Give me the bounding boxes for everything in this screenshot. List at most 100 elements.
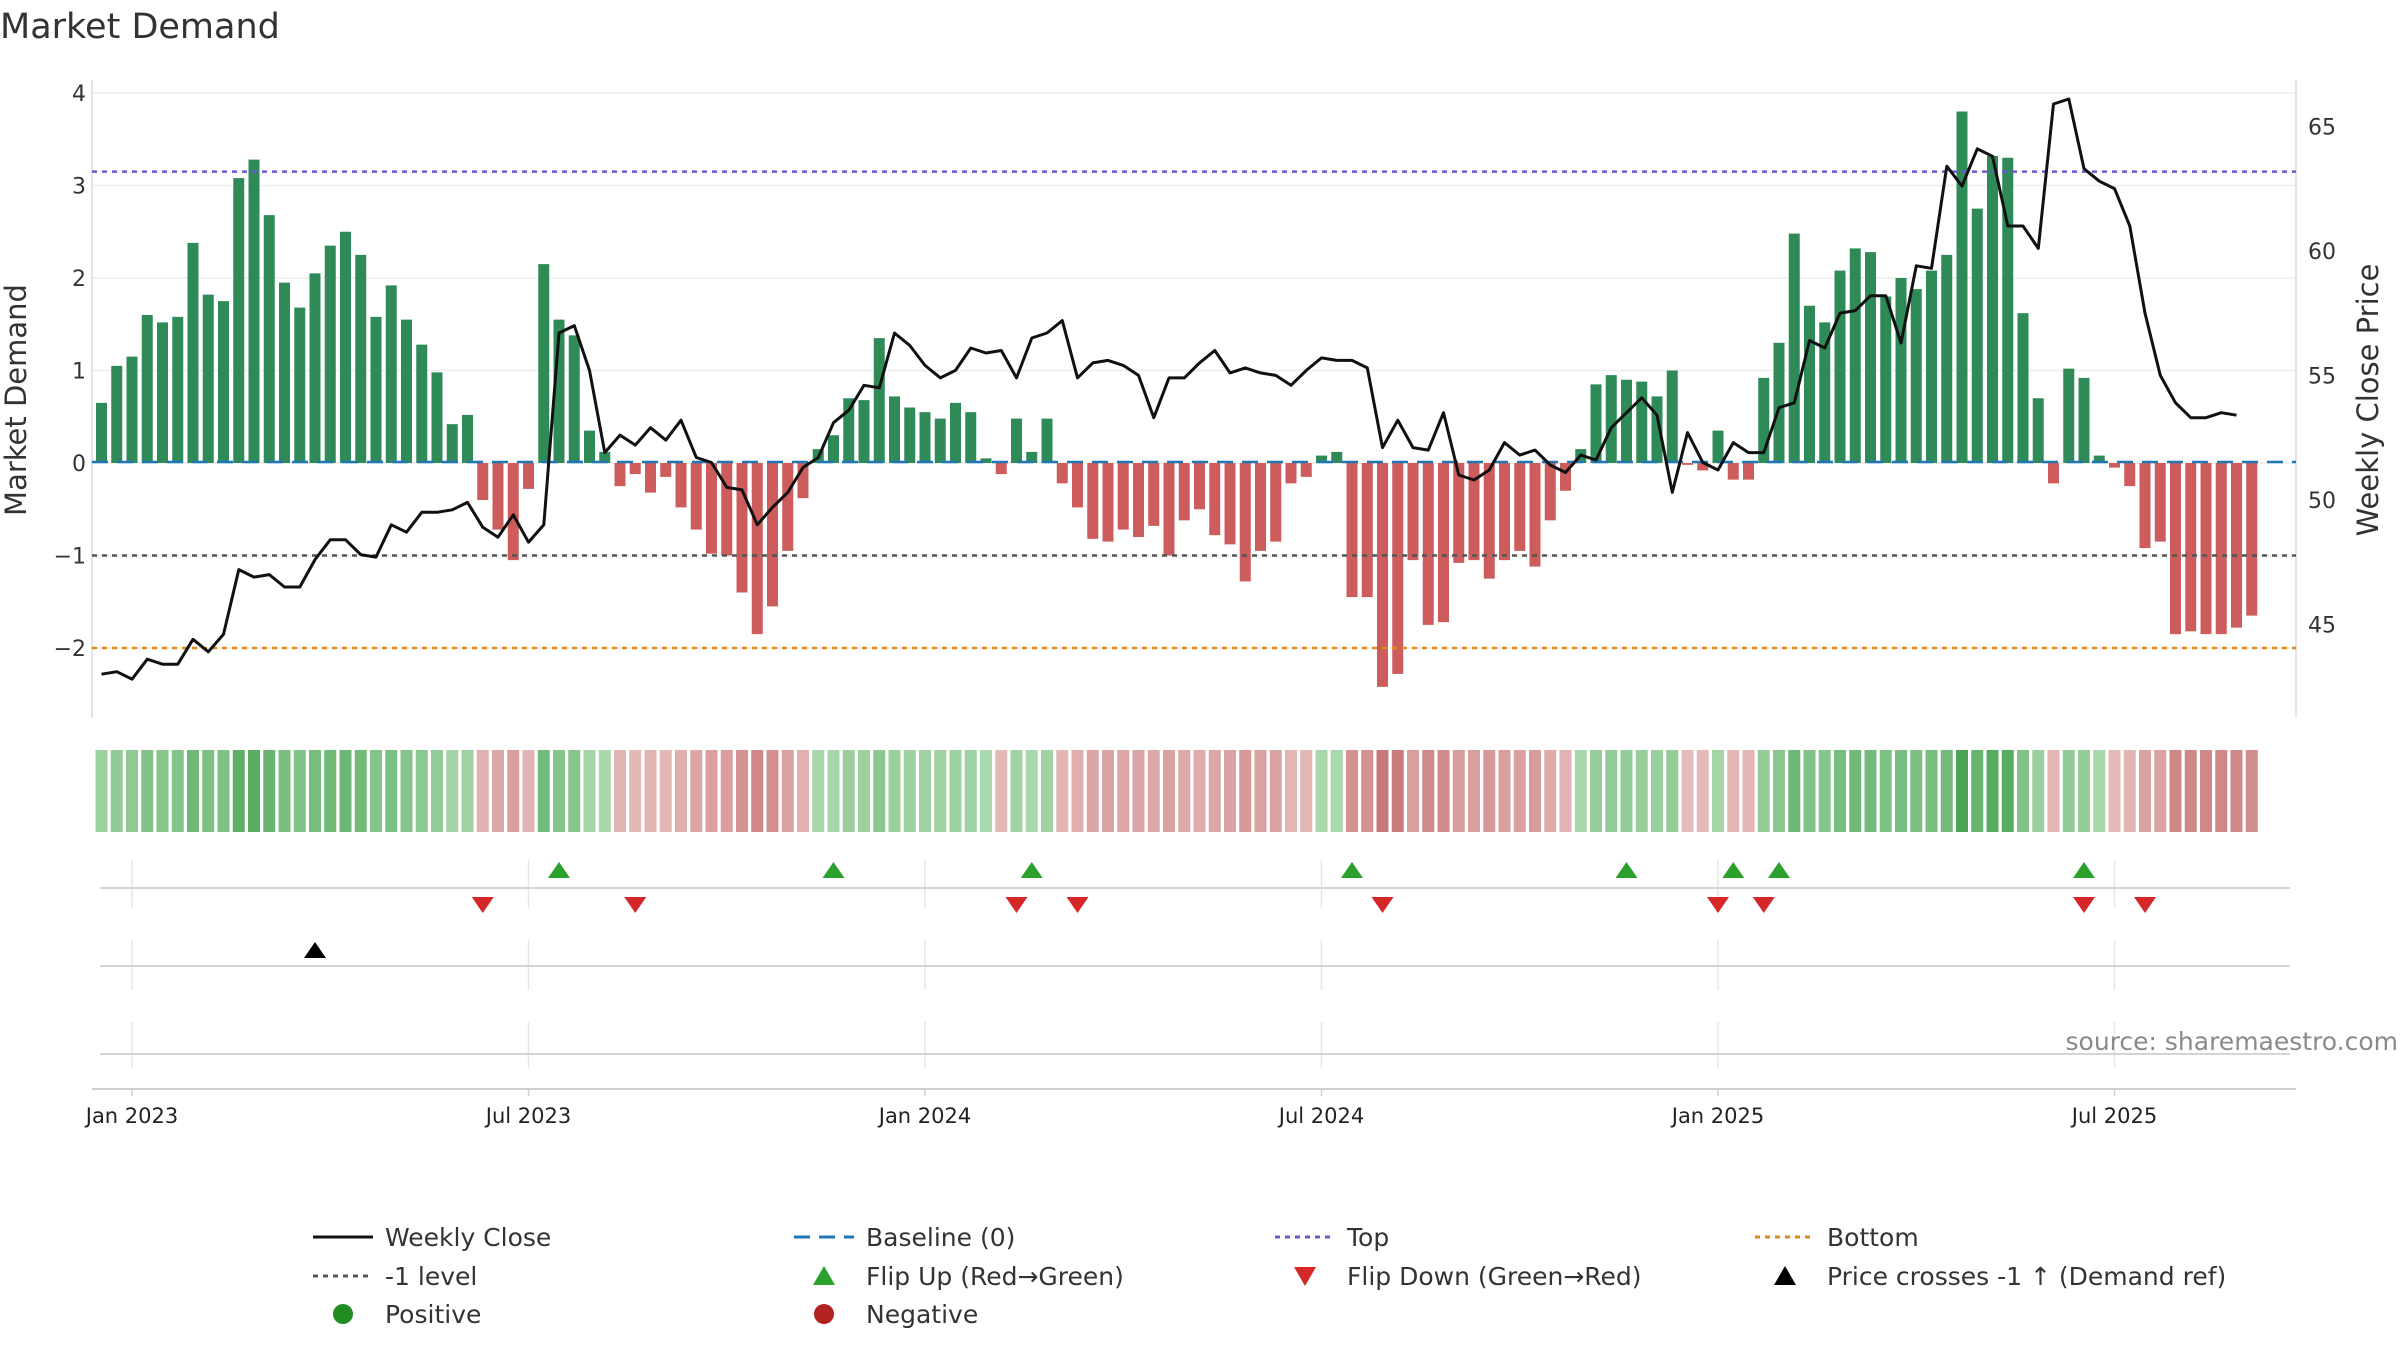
strip-cell	[2093, 750, 2106, 832]
strip-cell	[1925, 750, 1938, 832]
demand-bar-negative	[767, 463, 778, 607]
strip-cell	[1422, 750, 1435, 832]
demand-bar-negative	[1377, 463, 1388, 687]
demand-bar-positive	[340, 231, 351, 463]
strip-cell	[2154, 750, 2167, 832]
x-tick-label: Jul 2024	[1277, 1104, 1364, 1128]
demand-bar-positive	[355, 254, 367, 463]
y-tick-label: 1	[72, 360, 86, 385]
strip-cell	[1590, 750, 1602, 832]
strip-cell	[2123, 750, 2136, 832]
strip-cell	[1224, 750, 1236, 832]
demand-bar-negative	[1697, 463, 1709, 471]
chart-title: Market Demand	[0, 7, 280, 47]
demand-bar-positive	[1651, 396, 1663, 463]
strip-cell	[522, 750, 535, 832]
strip-cell	[812, 750, 825, 832]
strip-cell	[995, 750, 1008, 832]
strip-cell	[1056, 750, 1069, 832]
demand-bar-positive	[1819, 322, 1831, 463]
y2-axis-ticks: 65 60 55 50 45	[2308, 115, 2336, 638]
strip-cell	[2047, 750, 2060, 832]
demand-bar-positive	[263, 215, 275, 463]
demand-bar-negative	[797, 463, 809, 499]
strip-cell	[1117, 750, 1130, 832]
y2-tick-label: 60	[2308, 240, 2336, 265]
demand-bar-negative	[1361, 463, 1373, 598]
demand-bar-positive	[446, 424, 458, 463]
flip-up-marker	[1722, 862, 1745, 878]
demand-bar-negative	[1560, 463, 1571, 491]
strip-cell	[736, 750, 748, 832]
demand-bar-negative	[645, 463, 656, 493]
legend: Weekly Close Baseline (0) Top Bottom -1 …	[313, 1223, 2226, 1329]
legend-flip-up: Flip Up (Red→Green)	[866, 1262, 1124, 1291]
flip-down-marker	[2134, 897, 2156, 913]
demand-bar-negative	[1285, 463, 1297, 484]
demand-bar-positive	[538, 264, 550, 463]
demand-bar-negative	[477, 463, 489, 500]
y-axis-ticks: 4 3 2 1 0 −1 −2	[54, 82, 86, 662]
strip-cell	[873, 750, 886, 832]
x-axis-ticks: Jan 2023 Jul 2023 Jan 2024 Jul 2024 Jan 2025…	[84, 1089, 2157, 1128]
strip-cell	[1910, 750, 1923, 832]
strip-cell	[2200, 750, 2212, 832]
demand-bar-positive	[1636, 381, 1648, 463]
strip-cell	[919, 750, 931, 832]
strip-cell	[1773, 750, 1785, 832]
y2-tick-label: 55	[2308, 364, 2336, 389]
marker-panel-vertical-grid	[131, 860, 2116, 1068]
strip-cell	[1666, 750, 1679, 832]
strip-cell	[2078, 750, 2090, 832]
strip-cell	[1330, 750, 1343, 832]
demand-bar-negative	[1743, 463, 1754, 480]
strip-cell	[1544, 750, 1557, 832]
strip-cell	[110, 750, 123, 832]
strip-cell	[2032, 750, 2045, 832]
strip-cell	[1208, 750, 1221, 832]
strip-cell	[1879, 750, 1892, 832]
demand-bar-negative	[751, 463, 763, 635]
demand-bar-negative	[1209, 463, 1221, 536]
demand-bar-negative	[1239, 463, 1251, 582]
strip-cell	[1498, 750, 1511, 832]
demand-bar-positive	[2078, 377, 2090, 463]
demand-bar-positive	[126, 356, 138, 463]
strip-cell	[1803, 750, 1816, 832]
demand-bar-negative	[782, 463, 794, 551]
strip-cell	[1956, 750, 1968, 832]
demand-bar-positive	[584, 430, 595, 463]
demand-bar-positive	[1849, 248, 1861, 463]
demand-bar-positive	[934, 418, 946, 463]
strip-cell	[1468, 750, 1480, 832]
strip-cell	[1452, 750, 1465, 832]
demand-bar-negative	[1133, 463, 1144, 537]
strip-cell	[537, 750, 550, 832]
demand-bar-positive	[1605, 375, 1617, 463]
demand-bar-negative	[1682, 463, 1693, 465]
legend-weekly-close: Weekly Close	[385, 1223, 551, 1252]
strip-cell	[278, 750, 291, 832]
demand-bar-positive	[965, 412, 977, 463]
strip-cell	[1300, 750, 1313, 832]
strip-cell	[1163, 750, 1175, 832]
strip-cell	[339, 750, 352, 832]
strip-cell	[1742, 750, 1755, 832]
demand-bar-positive	[370, 316, 382, 463]
strip-cell	[1102, 750, 1114, 832]
strip-cell	[1285, 750, 1297, 832]
legend-baseline: Baseline (0)	[866, 1223, 1015, 1252]
demand-bar-negative	[1422, 463, 1434, 625]
strip-cell	[2215, 750, 2228, 832]
strip-cell	[949, 750, 962, 832]
y-tick-label: 0	[72, 452, 86, 477]
strip-cell	[2139, 750, 2151, 832]
demand-bar-negative	[1300, 463, 1312, 477]
demand-bar-negative	[2185, 463, 2197, 632]
strip-cell	[1986, 750, 1999, 832]
demand-bar-negative	[1117, 463, 1129, 530]
strip-cell	[797, 750, 809, 832]
flip-up-marker	[1341, 862, 1363, 878]
demand-bar-negative	[1438, 463, 1449, 623]
strip-cell	[1315, 750, 1328, 832]
